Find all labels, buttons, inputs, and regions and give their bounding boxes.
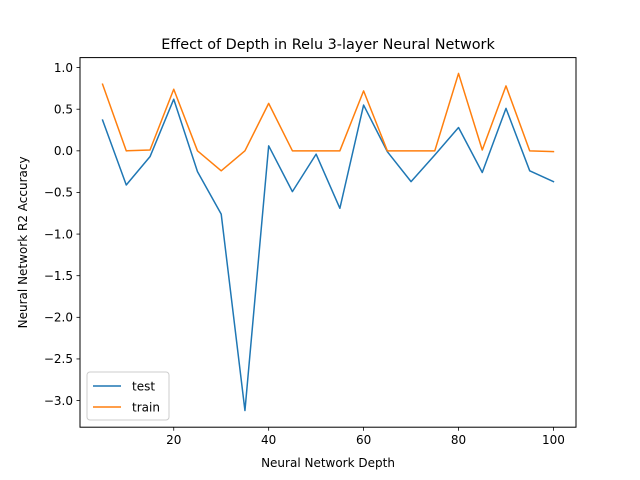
x-axis-label: Neural Network Depth <box>261 456 395 470</box>
y-tick-label: 0.5 <box>54 102 73 116</box>
series-line-test <box>101 98 555 412</box>
y-tick-label: 0.0 <box>54 144 73 158</box>
y-axis-label: Neural Network R2 Accuracy <box>16 156 30 328</box>
x-tick-label: 100 <box>542 433 565 447</box>
y-tick-label: −1.5 <box>44 269 73 283</box>
y-tick-label: 1.0 <box>54 61 73 75</box>
x-tick-label: 40 <box>261 433 276 447</box>
series-line-train <box>101 72 555 172</box>
y-tick-label: −2.5 <box>44 352 73 366</box>
x-axis-ticks: 20 40 60 80 100 <box>166 427 565 447</box>
x-tick-label: 80 <box>451 433 466 447</box>
legend-label-test: test <box>132 380 155 394</box>
y-tick-label: −2.0 <box>44 311 73 325</box>
y-axis-ticks: 1.0 0.5 0.0 −0.5 −1.0 −1.5 −2.0 −2.5 −3.0 <box>44 61 80 408</box>
series-lines <box>101 72 555 412</box>
y-tick-label: −0.5 <box>44 186 73 200</box>
x-tick-label: 20 <box>166 433 181 447</box>
x-tick-label: 60 <box>356 433 371 447</box>
legend-label-train: train <box>132 401 160 415</box>
y-tick-label: −3.0 <box>44 394 73 408</box>
legend: test train <box>86 371 170 421</box>
chart-title: Effect of Depth in Relu 3-layer Neural N… <box>161 37 495 53</box>
y-tick-label: −1.0 <box>44 227 73 241</box>
legend-box <box>86 371 170 421</box>
plot-frame <box>79 57 577 428</box>
